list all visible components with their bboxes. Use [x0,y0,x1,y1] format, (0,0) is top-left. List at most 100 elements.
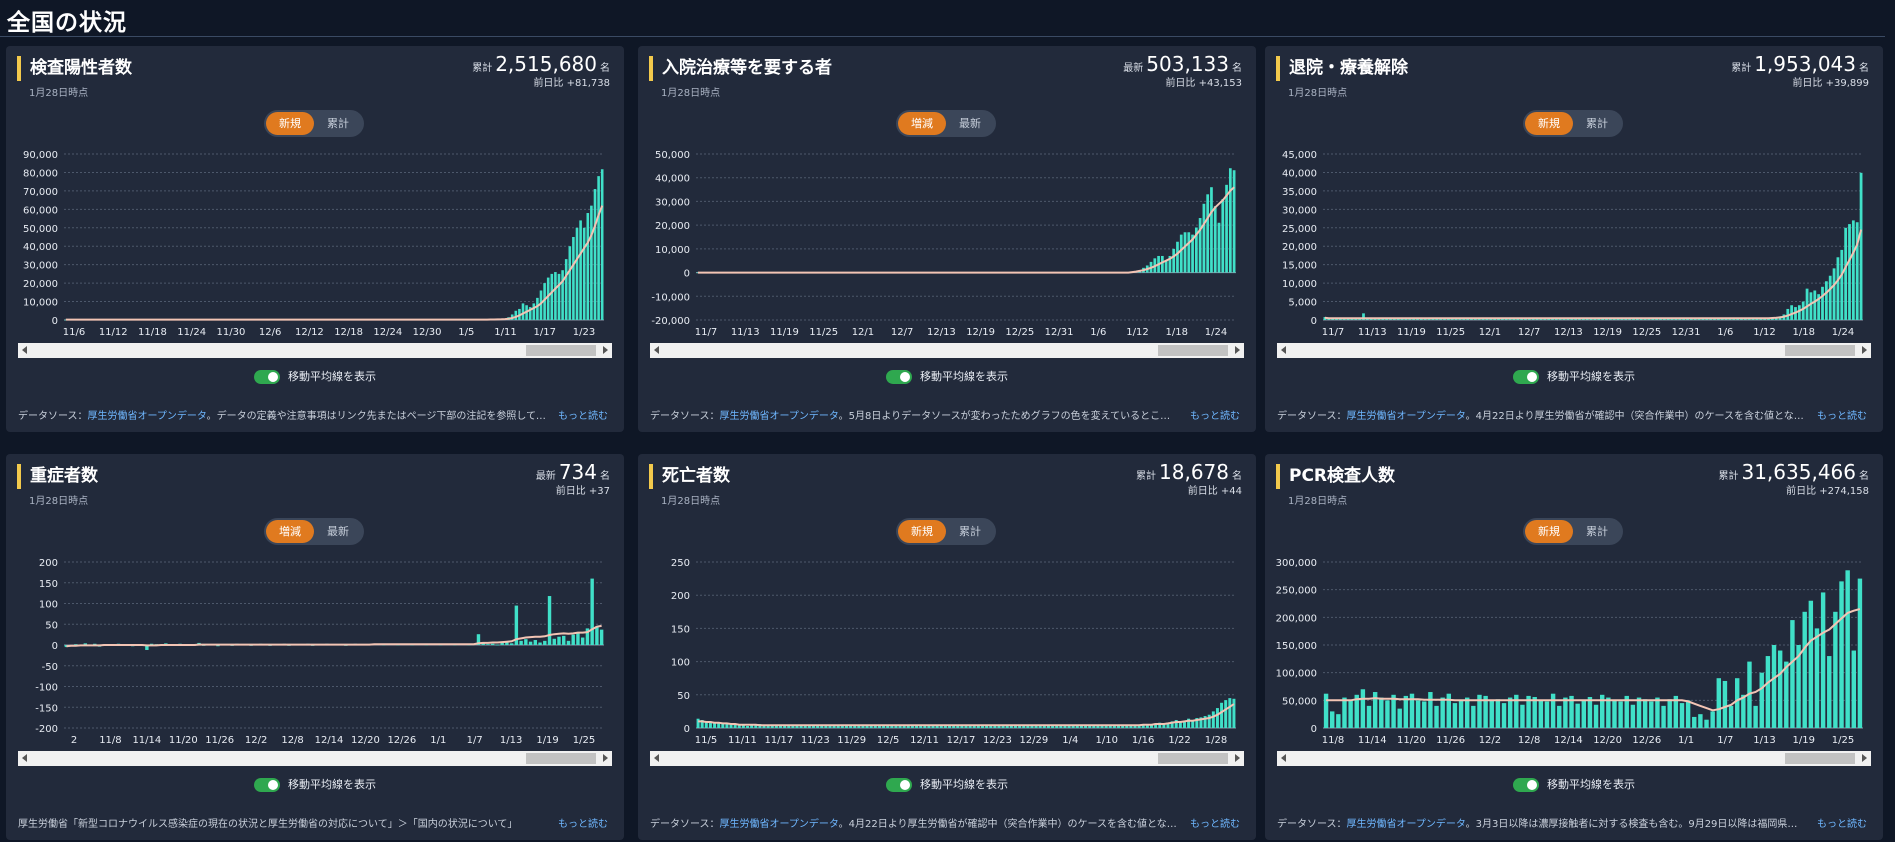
source-link[interactable]: 厚生労働省オープンデータ [719,819,839,830]
bar [1512,318,1516,320]
summary-unit: 名 [600,471,610,482]
bar [1194,227,1198,273]
bar [1338,318,1342,320]
x-tick-label: 11/25 [1436,327,1465,338]
chart-scrollbar[interactable] [650,751,1244,766]
moving-average-toggle[interactable] [254,778,280,792]
bar [1187,232,1191,273]
scroll-right-icon[interactable] [1862,754,1867,762]
bar [590,205,593,320]
x-tick-label: 11/29 [837,735,866,746]
bar [1385,700,1390,728]
bar [1232,698,1236,728]
chart-scrollbar[interactable] [18,751,612,766]
bar [543,640,547,645]
bar [869,726,873,728]
read-more-link[interactable]: もっと読む [552,407,608,422]
moving-average-toggle[interactable] [254,370,280,384]
source-link[interactable]: 厚生労働省オープンデータ [1346,411,1466,422]
x-tick-label: 12/1 [1479,327,1501,338]
scroll-left-icon[interactable] [1281,346,1286,354]
y-tick-label: 10,000 [655,245,690,256]
bar [721,724,725,728]
scroll-right-icon[interactable] [603,754,608,762]
read-more-link[interactable]: もっと読む [1184,407,1240,422]
scroll-left-icon[interactable] [1281,754,1286,762]
scroll-thumb[interactable] [526,753,596,764]
toggle-option-inactive[interactable]: 累計 [1586,117,1608,130]
chart-scrollbar[interactable] [650,343,1244,358]
bar [532,303,536,320]
read-more-link[interactable]: もっと読む [552,815,608,830]
moving-average-toggle[interactable] [1513,778,1539,792]
bar [514,310,518,320]
scroll-left-icon[interactable] [654,754,659,762]
x-tick-label: 12/29 [1019,735,1048,746]
bar [1601,318,1605,320]
card-title: 入院治療等を要する者 [649,56,832,81]
bar [832,725,836,728]
scroll-right-icon[interactable] [603,346,608,354]
toggle-option-active[interactable]: 新規 [1525,112,1573,135]
scroll-thumb[interactable] [1158,753,1228,764]
bar [1346,318,1350,320]
summary-label: 最新 [535,471,556,482]
x-tick-label: 1/5 [458,327,474,338]
chart-scrollbar[interactable] [1277,751,1871,766]
scroll-right-icon[interactable] [1235,754,1240,762]
bar [849,726,853,728]
scroll-right-icon[interactable] [1235,346,1240,354]
toggle-option-active[interactable]: 新規 [898,520,946,543]
source-note: 。4月22日より厚生労働省が確認中（突合作業中）のケースを含む値となっています [838,819,1180,830]
bar [1639,318,1643,320]
scroll-thumb[interactable] [1158,345,1228,356]
moving-average-toggle[interactable] [1513,370,1539,384]
bar [1431,318,1435,320]
scroll-left-icon[interactable] [654,346,659,354]
bar [1547,318,1551,320]
bar [939,726,943,728]
toggle-option-active[interactable]: 新規 [1525,520,1573,543]
scroll-thumb[interactable] [1785,753,1855,764]
moving-average-toggle[interactable] [886,370,912,384]
scroll-left-icon[interactable] [22,754,27,762]
read-more-link[interactable]: もっと読む [1811,815,1867,830]
y-tick-label: 0 [52,641,58,652]
bar [1743,318,1747,320]
summary-label: 最新 [1123,63,1144,74]
chart-scrollbar[interactable] [1277,343,1871,358]
toggle-option-inactive[interactable]: 最新 [959,117,981,130]
x-tick-label: 1/7 [467,735,483,746]
chart-scrollbar[interactable] [18,343,612,358]
scroll-right-icon[interactable] [1862,346,1867,354]
toggle-option-inactive[interactable]: 累計 [327,117,349,130]
read-more-link[interactable]: もっと読む [1184,815,1240,830]
bar [550,273,554,320]
moving-average-toggle[interactable] [886,778,912,792]
bar [1137,725,1141,728]
toggle-option-inactive[interactable]: 累計 [959,525,981,538]
bar [1647,318,1651,320]
scroll-thumb[interactable] [1785,345,1855,356]
source-link[interactable]: 厚生労働省オープンデータ [1346,819,1466,830]
y-tick-label: 100 [671,658,690,669]
toggle-option-active[interactable]: 増減 [898,112,946,135]
source-link[interactable]: 厚生労働省オープンデータ [87,411,207,422]
bar [1832,268,1836,320]
read-more-link[interactable]: もっと読む [1811,407,1867,422]
toggle-option-inactive[interactable]: 最新 [327,525,349,538]
card-title: 重症者数 [17,464,98,489]
scroll-thumb[interactable] [526,345,596,356]
summary-unit: 名 [1232,471,1242,482]
x-tick-label: 1/17 [534,327,556,338]
toggle-option-active[interactable]: 新規 [266,112,314,135]
scroll-left-icon[interactable] [22,346,27,354]
toggle-option-active[interactable]: 増減 [266,520,314,543]
bar [1824,281,1828,320]
x-tick-label: 12/23 [983,735,1012,746]
toggle-option-inactive[interactable]: 累計 [1586,525,1608,538]
bar [1225,184,1228,273]
bar [1593,318,1597,320]
source-link[interactable]: 厚生労働省オープンデータ [719,411,839,422]
bar [557,636,561,645]
